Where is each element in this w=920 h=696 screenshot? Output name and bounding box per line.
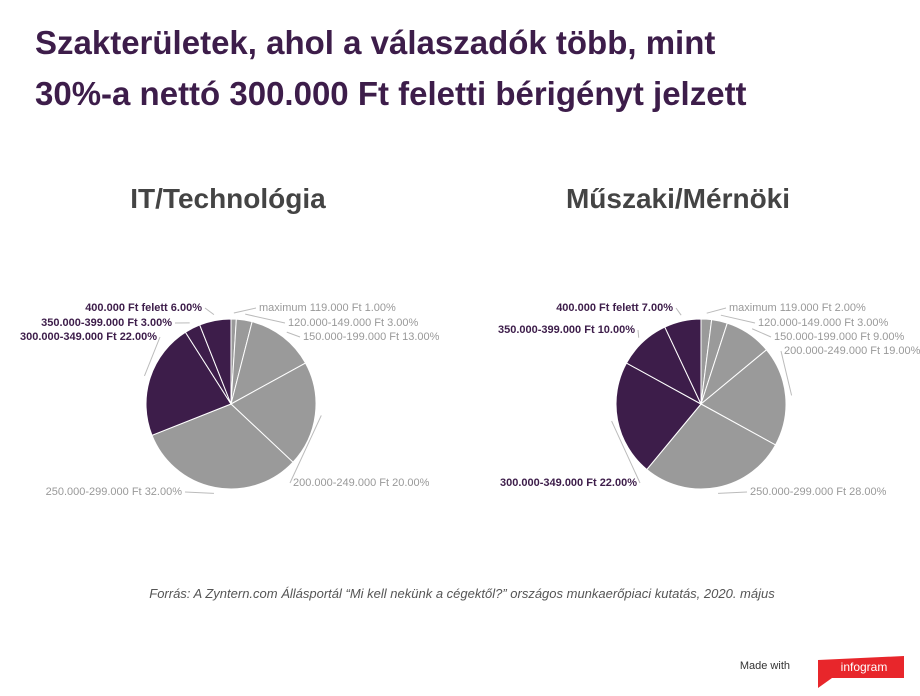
slice-category: 150.000-199.000 Ft bbox=[303, 331, 399, 343]
slice-category: 250.000-299.000 Ft bbox=[46, 486, 142, 498]
slice-category: 200.000-249.000 Ft bbox=[293, 477, 389, 489]
slice-label: 120.000-149.000 Ft 3.00% bbox=[288, 317, 419, 329]
pie-slice bbox=[230, 321, 307, 405]
slice-category: 120.000-149.000 Ft bbox=[758, 317, 854, 329]
slice-label: 350.000-399.000 Ft 3.00% bbox=[41, 317, 172, 329]
slice-category: 250.000-299.000 Ft bbox=[750, 486, 846, 498]
logo-shape bbox=[818, 656, 904, 688]
leader-line bbox=[289, 415, 322, 484]
slice-value: 13.00% bbox=[402, 331, 440, 343]
slice-category: 350.000-399.000 Ft bbox=[41, 317, 138, 329]
leader-line bbox=[751, 328, 772, 338]
pie-slice bbox=[199, 318, 232, 405]
slice-value: 28.00% bbox=[849, 486, 887, 498]
slice-value: 1.00% bbox=[365, 302, 396, 314]
slice-value: 6.00% bbox=[171, 302, 202, 314]
slice-value: 3.00% bbox=[387, 317, 418, 329]
title-line: 30%-a nettó 300.000 Ft feletti bérigényt… bbox=[35, 75, 747, 112]
slice-label: 200.000-249.000 Ft 19.00% bbox=[784, 345, 920, 357]
leader-line bbox=[143, 336, 161, 377]
leader-line bbox=[233, 307, 257, 314]
pie-slice bbox=[230, 362, 317, 463]
slice-category: maximum 119.000 Ft bbox=[729, 302, 832, 314]
pie-slice bbox=[151, 403, 294, 490]
slice-category: 150.000-199.000 Ft bbox=[774, 331, 870, 343]
slice-category: 350.000-399.000 Ft bbox=[498, 324, 595, 336]
slice-category: 400.000 Ft felett bbox=[556, 302, 639, 314]
pie-slice bbox=[700, 349, 787, 446]
leader-line bbox=[204, 307, 215, 316]
pie-slice bbox=[664, 318, 702, 405]
chart-title: IT/Technológia bbox=[130, 183, 326, 214]
pie-slice bbox=[145, 331, 232, 436]
slice-label: 400.000 Ft felett 7.00% bbox=[556, 302, 673, 314]
slice-label: maximum 119.000 Ft 1.00% bbox=[259, 302, 396, 314]
slice-value: 20.00% bbox=[392, 477, 430, 489]
slice-label: 250.000-299.000 Ft 28.00% bbox=[750, 486, 887, 498]
brand: infogram bbox=[841, 660, 888, 674]
slice-value: 19.00% bbox=[883, 345, 920, 357]
slice-value: 22.00% bbox=[600, 477, 638, 489]
slice-label: maximum 119.000 Ft 2.00% bbox=[729, 302, 866, 314]
slice-value: 10.00% bbox=[598, 324, 636, 336]
slice-value: 22.00% bbox=[120, 331, 158, 343]
slice-value: 3.00% bbox=[141, 317, 172, 329]
slice-value: 3.00% bbox=[857, 317, 888, 329]
slice-category: 300.000-349.000 Ft bbox=[500, 477, 597, 489]
leader-line bbox=[720, 314, 756, 324]
slice-category: maximum 119.000 Ft bbox=[259, 302, 362, 314]
slice-value: 7.00% bbox=[642, 302, 673, 314]
slice-category: 120.000-149.000 Ft bbox=[288, 317, 384, 329]
slice-label: 300.000-349.000 Ft 22.00% bbox=[20, 331, 157, 343]
slice-value: 9.00% bbox=[873, 331, 904, 343]
slice-label: 200.000-249.000 Ft 20.00% bbox=[293, 477, 430, 489]
made-with: Made with bbox=[740, 660, 790, 672]
leader-line bbox=[611, 420, 641, 484]
leader-line bbox=[637, 329, 640, 338]
slice-label: 300.000-349.000 Ft 22.00% bbox=[500, 477, 637, 489]
leader-line bbox=[718, 491, 748, 494]
leader-line bbox=[286, 331, 301, 338]
title-line: Szakterületek, ahol a válaszadók több, m… bbox=[35, 24, 715, 61]
leader-line bbox=[780, 350, 793, 396]
slice-value: 2.00% bbox=[835, 302, 866, 314]
slice-category: 300.000-349.000 Ft bbox=[20, 331, 117, 343]
slice-label: 150.000-199.000 Ft 9.00% bbox=[774, 331, 905, 343]
slice-value: 32.00% bbox=[145, 486, 183, 498]
pie-slice bbox=[646, 403, 777, 490]
source: Forrás: A Zyntern.com Állásportál “Mi ke… bbox=[149, 586, 775, 601]
slice-label: 350.000-399.000 Ft 10.00% bbox=[498, 324, 635, 336]
leader-line bbox=[675, 307, 682, 316]
slice-label: 400.000 Ft felett 6.00% bbox=[85, 302, 202, 314]
slice-category: 400.000 Ft felett bbox=[85, 302, 168, 314]
slice-label: 150.000-199.000 Ft 13.00% bbox=[303, 331, 440, 343]
leader-line bbox=[706, 307, 727, 314]
slice-label: 250.000-299.000 Ft 32.00% bbox=[46, 486, 183, 498]
slice-label: 120.000-149.000 Ft 3.00% bbox=[758, 317, 889, 329]
chart-title: Műszaki/Mérnöki bbox=[566, 183, 790, 214]
slice-category: 200.000-249.000 Ft bbox=[784, 345, 880, 357]
leader-line bbox=[245, 313, 286, 324]
pie-slice bbox=[615, 362, 702, 471]
leader-line bbox=[184, 491, 214, 494]
